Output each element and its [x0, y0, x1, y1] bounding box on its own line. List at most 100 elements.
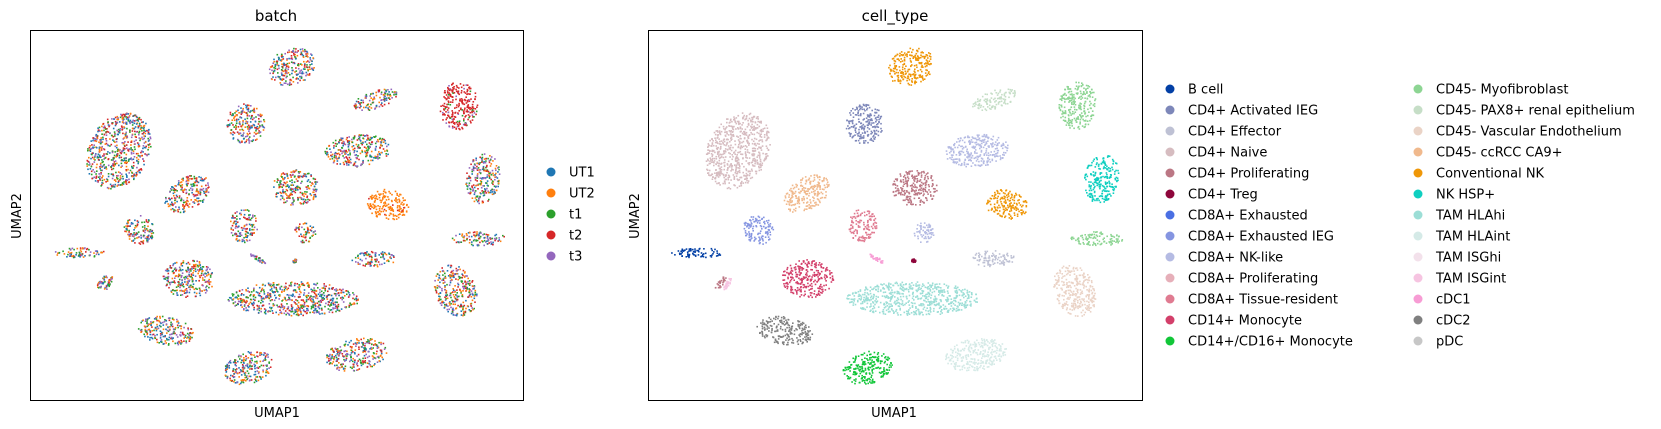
scatter-point	[376, 259, 378, 261]
scatter-point	[163, 278, 165, 280]
scatter-point	[187, 280, 190, 282]
scatter-point	[164, 276, 167, 279]
scatter-point	[252, 290, 255, 292]
scatter-point	[254, 215, 256, 217]
scatter-point	[178, 197, 181, 199]
scatter-point	[448, 97, 450, 99]
scatter-point	[311, 235, 313, 237]
scatter-point	[367, 261, 369, 264]
scatter-point	[267, 293, 269, 296]
scatter-point	[471, 241, 473, 243]
scatter-point	[373, 206, 376, 209]
scatter-point	[126, 222, 128, 225]
scatter-point	[478, 202, 480, 205]
scatter-point	[147, 239, 149, 242]
scatter-point	[165, 323, 168, 325]
scatter-point	[494, 186, 497, 188]
scatter-point	[453, 126, 456, 129]
scatter-point	[331, 311, 334, 314]
batch-title: batch	[255, 7, 297, 25]
scatter-point	[364, 150, 366, 152]
scatter-point	[115, 123, 117, 125]
scatter-point	[363, 106, 365, 109]
scatter-point	[230, 228, 233, 231]
scatter-point	[130, 153, 133, 155]
scatter-point	[269, 289, 272, 291]
scatter-point	[181, 294, 184, 296]
scatter-point	[439, 270, 442, 273]
scatter-point	[235, 114, 238, 116]
scatter-point	[148, 146, 150, 149]
scatter-point	[256, 138, 258, 141]
scatter-point	[238, 122, 241, 125]
scatter-point	[151, 230, 153, 233]
scatter-point	[241, 289, 244, 291]
scatter-point	[101, 133, 103, 135]
scatter-point	[184, 275, 187, 278]
scatter-point	[173, 197, 176, 199]
scatter-point	[402, 213, 405, 216]
scatter-point	[462, 123, 465, 126]
scatter-point	[168, 197, 170, 200]
scatter-point	[264, 284, 266, 287]
scatter-point	[449, 294, 452, 296]
scatter-point	[327, 355, 330, 357]
scatter-point	[460, 91, 463, 94]
scatter-point	[471, 114, 474, 116]
scatter-point	[251, 234, 253, 236]
scatter-point	[228, 296, 231, 299]
scatter-point	[299, 70, 301, 72]
scatter-point	[370, 159, 372, 162]
scatter-point	[472, 110, 475, 112]
scatter-point	[94, 155, 96, 157]
scatter-point	[151, 337, 154, 340]
scatter-point	[442, 113, 444, 116]
scatter-point	[340, 150, 342, 152]
scatter-point	[281, 197, 284, 199]
scatter-point	[320, 295, 323, 298]
scatter-point	[245, 230, 248, 233]
scatter-point	[472, 159, 475, 161]
scatter-point	[340, 308, 343, 310]
scatter-point	[91, 156, 94, 159]
scatter-point	[182, 211, 185, 214]
scatter-point	[147, 153, 150, 156]
scatter-point	[382, 205, 385, 207]
scatter-point	[241, 140, 243, 142]
scatter-point	[446, 283, 448, 286]
scatter-point	[186, 270, 188, 273]
scatter-point	[402, 197, 404, 199]
scatter-point	[131, 127, 134, 130]
scatter-point	[347, 290, 349, 293]
scatter-point	[238, 367, 240, 369]
scatter-point	[114, 120, 117, 123]
scatter-point	[287, 65, 289, 67]
scatter-point	[456, 313, 458, 316]
scatter-point	[176, 289, 178, 292]
scatter-point	[338, 142, 340, 144]
scatter-point	[238, 121, 241, 123]
scatter-point	[459, 98, 461, 100]
scatter-point	[181, 279, 183, 281]
scatter-point	[184, 281, 186, 283]
scatter-point	[470, 163, 472, 166]
scatter-point	[262, 364, 265, 367]
scatter-point	[460, 98, 463, 100]
scatter-point	[96, 251, 99, 254]
scatter-point	[345, 306, 347, 309]
scatter-point	[362, 363, 364, 365]
scatter-point	[265, 295, 267, 298]
scatter-point	[343, 143, 345, 145]
scatter-point	[201, 268, 203, 270]
scatter-point	[292, 61, 294, 64]
scatter-point	[208, 280, 210, 283]
scatter-point	[249, 218, 251, 221]
scatter-point	[472, 244, 474, 247]
scatter-point	[324, 305, 326, 308]
scatter-point	[134, 227, 136, 229]
scatter-point	[357, 263, 360, 265]
scatter-point	[463, 304, 466, 307]
scatter-point	[385, 155, 388, 157]
scatter-point	[256, 107, 258, 110]
scatter-point	[185, 189, 187, 191]
